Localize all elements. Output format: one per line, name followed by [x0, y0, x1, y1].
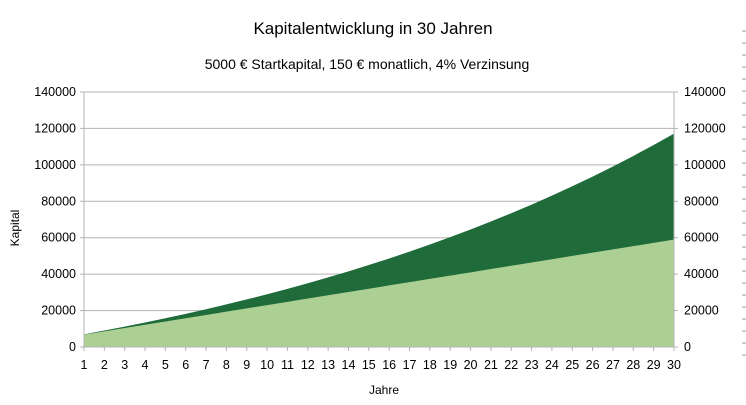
x-tick-label-14: 14: [342, 358, 356, 372]
y-tick-label-right-1: 20000: [684, 304, 719, 318]
x-axis-ticks: 1 2 3 4 5 6 7 8 9 10 11 12 13 14 15 16 17 18 19 20 21 22 23 24 2…: [81, 347, 681, 372]
y-axis-label: Kapital: [8, 210, 22, 247]
x-tick-label-26: 26: [586, 358, 600, 372]
x-tick-label-22: 22: [504, 358, 518, 372]
x-tick-label-15: 15: [362, 358, 376, 372]
area-series-2: [84, 239, 674, 347]
y-tick-label-left-1: 20000: [41, 304, 76, 318]
area-series: [84, 133, 674, 347]
x-tick-label-20: 20: [464, 358, 478, 372]
x-tick-label-28: 28: [626, 358, 640, 372]
x-tick-label-18: 18: [423, 358, 437, 372]
x-tick-label-4: 4: [142, 358, 149, 372]
x-tick-label-25: 25: [565, 358, 579, 372]
y-tick-label-left-5: 100000: [34, 158, 76, 172]
x-tick-label-7: 7: [203, 358, 210, 372]
y-tick-label-left-6: 120000: [34, 121, 76, 135]
x-tick-label-19: 19: [443, 358, 457, 372]
x-tick-label-29: 29: [647, 358, 661, 372]
axes: [83, 92, 675, 348]
x-tick-label-8: 8: [223, 358, 230, 372]
y-tick-label-right-7: 140000: [684, 85, 726, 99]
y-tick-label-left-3: 60000: [41, 231, 76, 245]
x-tick-label-13: 13: [321, 358, 335, 372]
x-tick-label-23: 23: [525, 358, 539, 372]
y-tick-label-left-2: 40000: [41, 267, 76, 281]
y-tick-label-right-3: 60000: [684, 231, 719, 245]
x-tick-label-21: 21: [484, 358, 498, 372]
chart-title: Kapitalentwicklung in 30 Jahren: [253, 19, 492, 38]
y-tick-label-left-0: 0: [69, 340, 76, 354]
y-axis-left-ticks: 0 20000 40000 60000 80000 100000 120000 140000: [34, 85, 84, 354]
x-axis-label: Jahre: [369, 383, 399, 397]
x-tick-label-3: 3: [121, 358, 128, 372]
y-tick-label-left-7: 140000: [34, 85, 76, 99]
right-edge-marks: [742, 30, 746, 360]
x-tick-label-12: 12: [301, 358, 315, 372]
x-tick-label-16: 16: [382, 358, 396, 372]
x-tick-label-10: 10: [260, 358, 274, 372]
y-tick-label-right-2: 40000: [684, 267, 719, 281]
y-tick-label-right-0: 0: [684, 340, 691, 354]
x-tick-label-24: 24: [545, 358, 559, 372]
x-tick-label-6: 6: [182, 358, 189, 372]
x-tick-label-30: 30: [667, 358, 681, 372]
x-tick-label-27: 27: [606, 358, 620, 372]
x-tick-label-2: 2: [101, 358, 108, 372]
y-tick-label-right-6: 120000: [684, 121, 726, 135]
y-tick-label-left-4: 80000: [41, 194, 76, 208]
x-tick-label-1: 1: [81, 358, 88, 372]
x-tick-label-17: 17: [403, 358, 417, 372]
y-tick-label-right-5: 100000: [684, 158, 726, 172]
x-tick-label-5: 5: [162, 358, 169, 372]
x-tick-label-9: 9: [243, 358, 250, 372]
y-axis-right-ticks: 0 20000 40000 60000 80000 100000 120000 140000: [674, 85, 726, 354]
y-tick-label-right-4: 80000: [684, 194, 719, 208]
x-tick-label-11: 11: [281, 358, 294, 372]
chart-subtitle: 5000 € Startkapital, 150 € monatlich, 4%…: [205, 56, 530, 72]
